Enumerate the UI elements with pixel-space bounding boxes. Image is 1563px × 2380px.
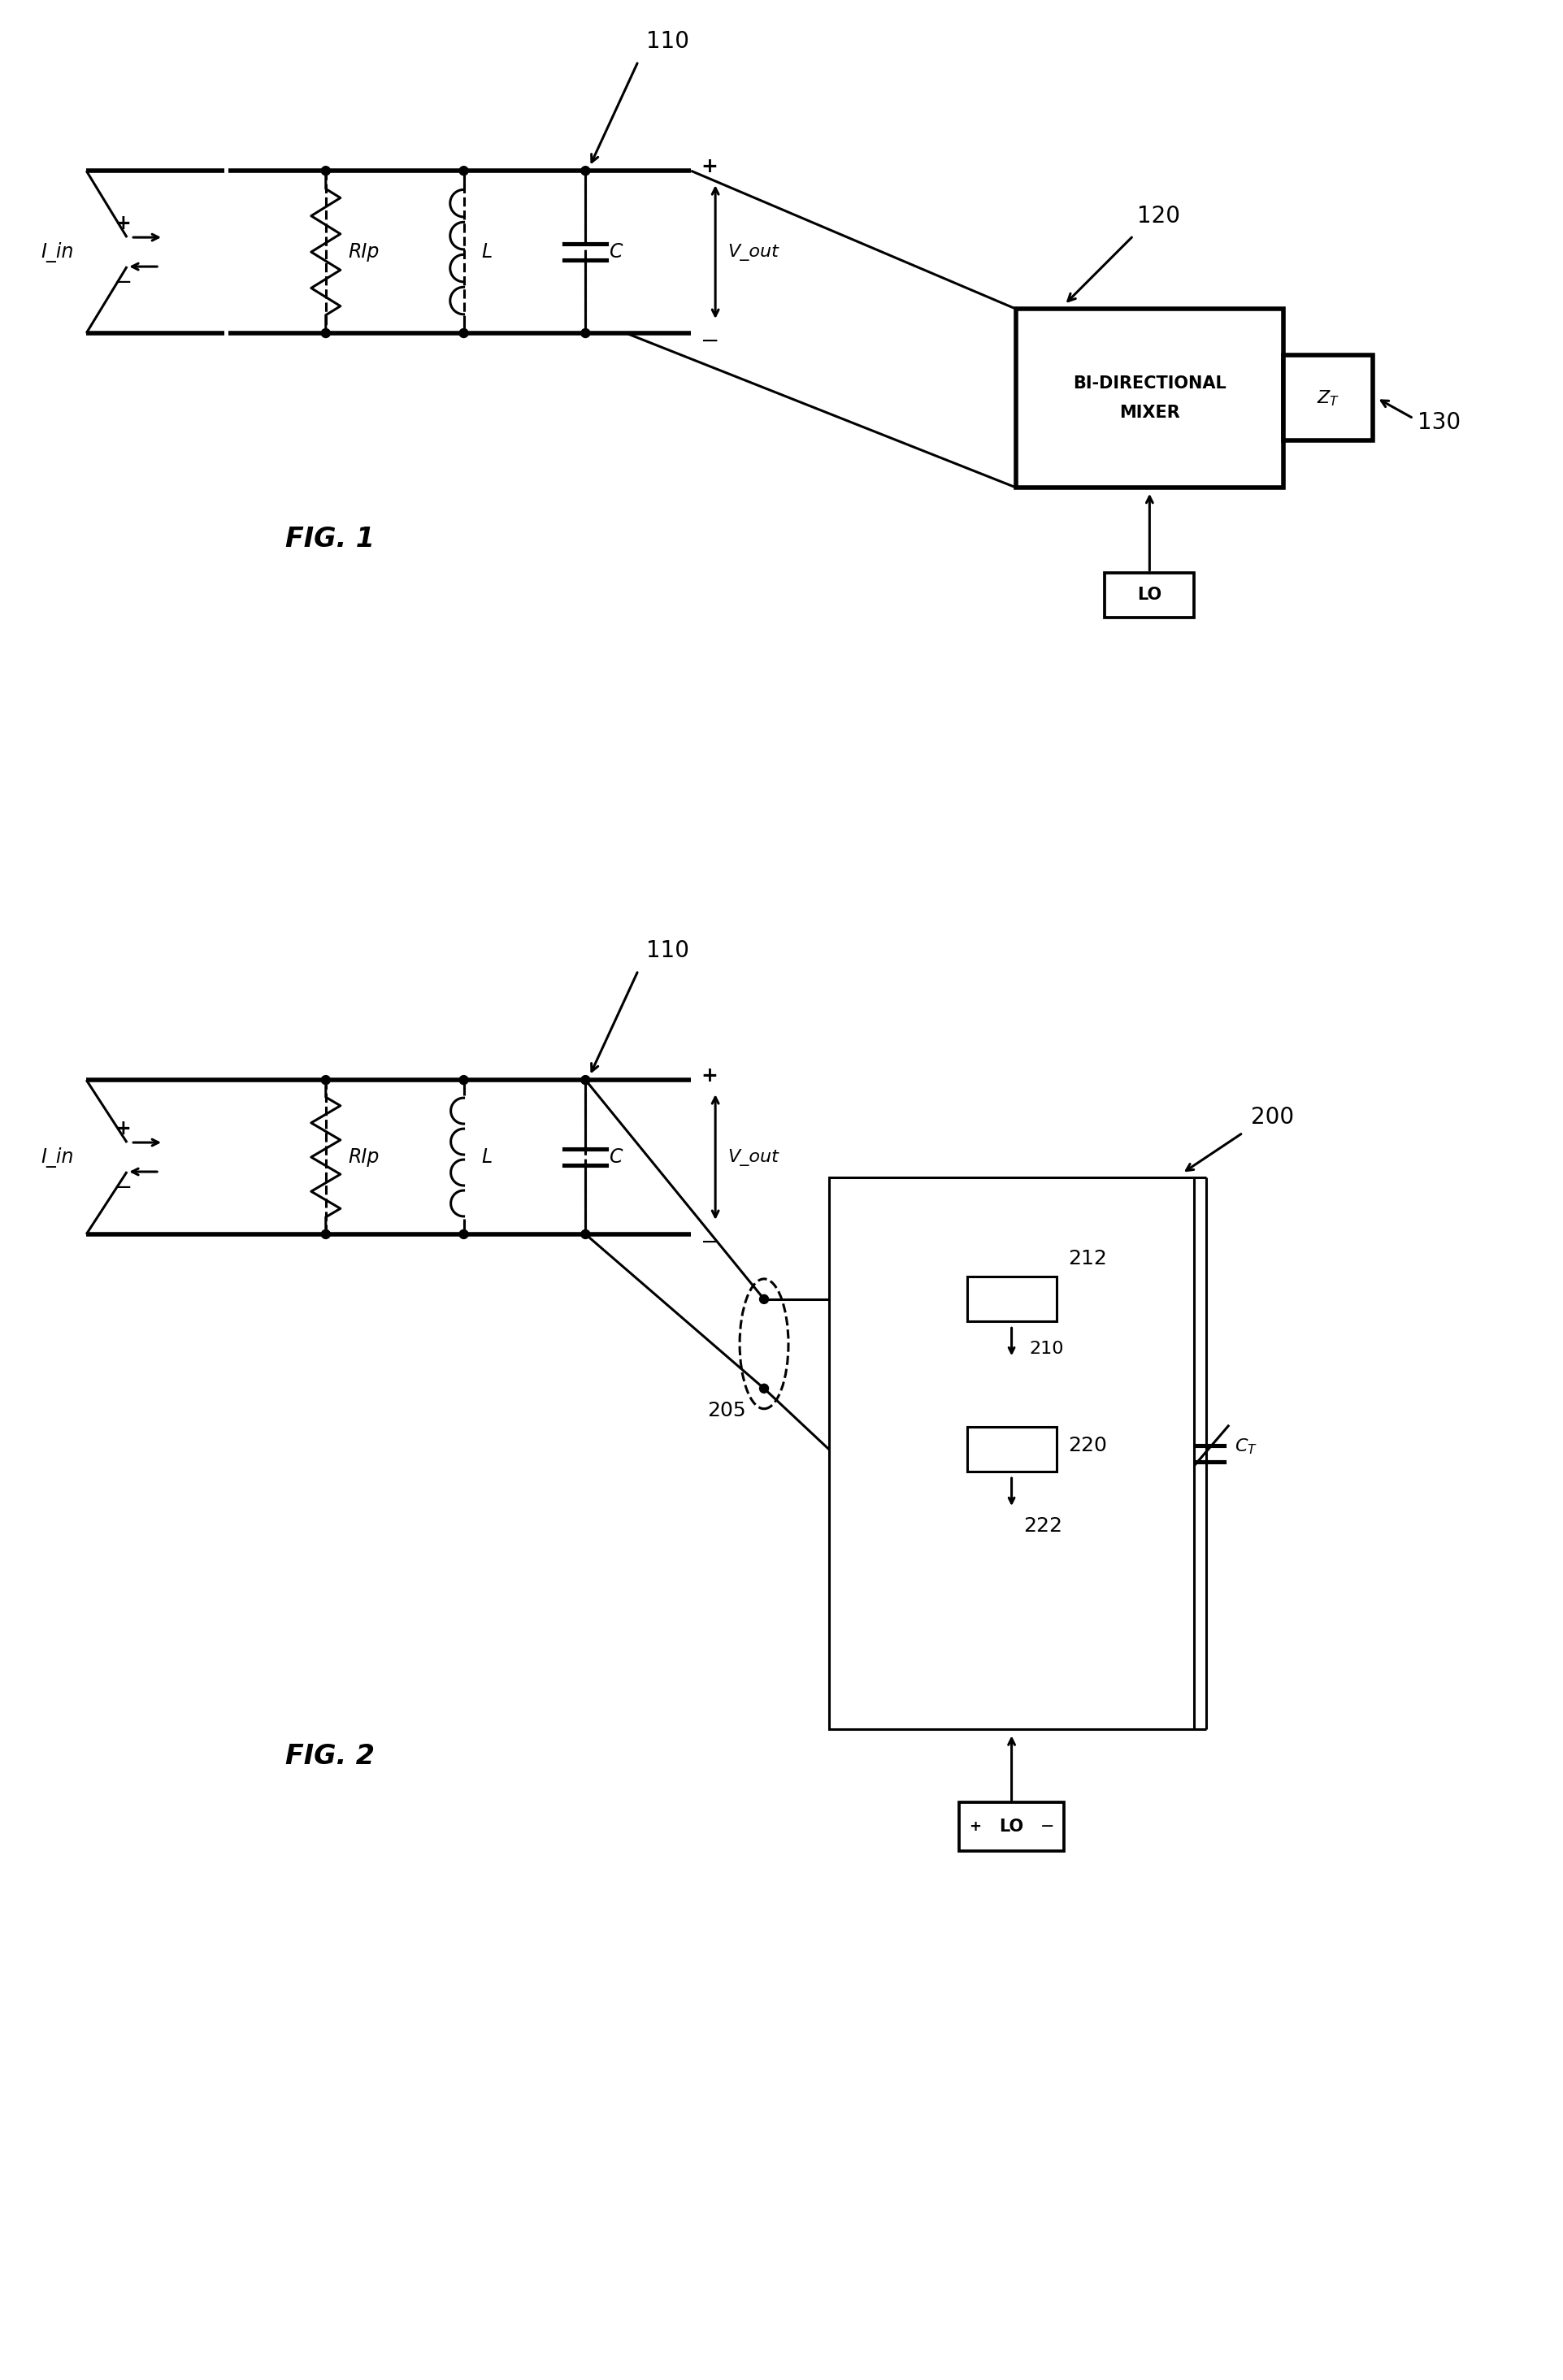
Circle shape <box>581 167 589 176</box>
Text: +: + <box>700 1066 717 1085</box>
Circle shape <box>322 328 330 338</box>
Circle shape <box>322 1076 330 1085</box>
Text: LO: LO <box>999 1818 1024 1835</box>
Circle shape <box>460 1076 469 1085</box>
Circle shape <box>460 328 469 338</box>
Text: $C_T$: $C_T$ <box>1235 1438 1258 1457</box>
Text: V_out: V_out <box>727 1150 778 1166</box>
Circle shape <box>460 167 469 176</box>
Text: 120: 120 <box>1138 205 1180 228</box>
Bar <box>958 1802 1064 1852</box>
Text: RIp: RIp <box>349 243 380 262</box>
Text: +: + <box>700 157 717 176</box>
Text: C: C <box>610 243 624 262</box>
Circle shape <box>760 1295 769 1304</box>
Circle shape <box>322 167 330 176</box>
Bar <box>828 1178 1194 1730</box>
Text: L: L <box>481 1147 492 1166</box>
Text: 110: 110 <box>647 31 689 52</box>
Text: RIp: RIp <box>349 1147 380 1166</box>
Text: +: + <box>969 1821 980 1835</box>
Text: V_out: V_out <box>727 243 778 259</box>
Text: −: − <box>114 1178 131 1200</box>
Circle shape <box>581 1076 589 1085</box>
Text: $Z_T$: $Z_T$ <box>1316 388 1339 407</box>
Text: +: + <box>114 1119 131 1138</box>
Circle shape <box>760 1385 769 1392</box>
Circle shape <box>581 328 589 338</box>
Text: 130: 130 <box>1418 412 1460 433</box>
Text: +: + <box>114 214 131 233</box>
Text: BI-DIRECTIONAL
MIXER: BI-DIRECTIONAL MIXER <box>1072 376 1227 421</box>
Text: FIG. 1: FIG. 1 <box>284 526 375 552</box>
Bar <box>967 1428 1057 1471</box>
Text: 205: 205 <box>706 1402 746 1421</box>
Bar <box>1016 309 1283 488</box>
Text: FIG. 2: FIG. 2 <box>284 1742 375 1771</box>
Bar <box>1283 355 1372 440</box>
Text: 200: 200 <box>1250 1107 1294 1128</box>
Bar <box>967 1276 1057 1321</box>
Text: −: − <box>1041 1818 1055 1835</box>
Circle shape <box>460 1230 469 1238</box>
Text: 212: 212 <box>1069 1250 1107 1269</box>
Text: C: C <box>610 1147 624 1166</box>
Text: 220: 220 <box>1069 1435 1107 1454</box>
Text: −: − <box>700 1230 719 1254</box>
Bar <box>1105 574 1194 616</box>
Text: L: L <box>481 243 492 262</box>
Text: −: − <box>114 271 131 293</box>
Circle shape <box>322 1230 330 1238</box>
Circle shape <box>581 1230 589 1238</box>
Text: I_in: I_in <box>41 1147 73 1166</box>
Text: LO: LO <box>1138 588 1161 602</box>
Text: 210: 210 <box>1030 1340 1064 1357</box>
Text: 110: 110 <box>647 940 689 962</box>
Text: 222: 222 <box>1024 1516 1063 1535</box>
Text: I_in: I_in <box>41 243 73 262</box>
Text: −: − <box>700 331 719 352</box>
